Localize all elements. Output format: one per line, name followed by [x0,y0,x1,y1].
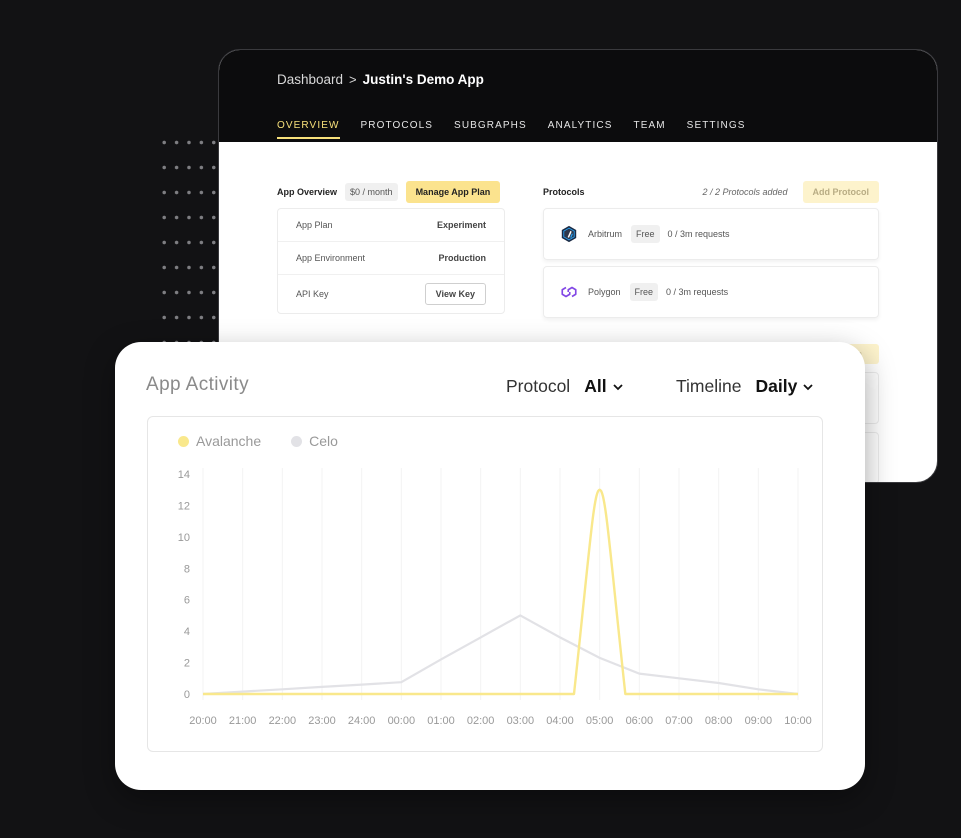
chart-legend: Avalanche Celo [178,433,338,449]
protocol-card[interactable]: Polygon Free 0 / 3m requests [543,266,879,318]
y-tick-label: 0 [184,689,190,701]
legend-swatch [291,435,303,447]
series-line-celo [202,614,799,696]
protocol-value: All [584,376,607,396]
x-tick-label: 07:00 [665,715,693,727]
protocols-header: Protocols 2 / 2 Protocols added Add Prot… [543,181,879,203]
tab-overview[interactable]: OVERVIEW [277,120,340,139]
timeline-filter[interactable]: Timeline Daily [676,376,813,397]
protocol-card[interactable]: Arbitrum Free 0 / 3m requests [543,208,879,260]
overview-panel: App Plan Experiment App Environment Prod… [277,208,505,314]
x-tick-label: 04:00 [546,715,574,727]
y-tick-label: 4 [184,626,190,638]
protocol-name: Arbitrum [588,229,623,239]
tier-badge: Free [631,225,660,243]
x-tick-label: 02:00 [467,715,495,727]
series-line-avalanche [203,488,798,696]
protocol-filter-label: Protocol [506,376,571,396]
request-count: 0 / 3m requests [667,229,730,239]
tab-analytics[interactable]: ANALYTICS [547,120,613,131]
app-activity-card: App Activity Protocol All Timeline Daily… [115,342,865,790]
overview-header: App Overview $0 / month Manage App Plan [277,181,501,203]
breadcrumb-root[interactable]: Dashboard [277,72,344,87]
y-tick-label: 10 [178,532,190,544]
manage-plan-button[interactable]: Manage App Plan [405,181,501,203]
timeline-dropdown[interactable]: Daily [755,376,813,397]
chart-container: Avalanche Celo 0 2 4 6 8 10 12 14 20:00 21:00 22:0… [147,416,823,752]
row-label: App Plan [296,220,333,230]
y-tick-label: 14 [178,469,190,481]
legend-label: Avalanche [196,433,262,449]
x-tick-label: 23:00 [308,715,336,727]
tab-team[interactable]: TEAM [633,120,666,131]
protocol-dropdown[interactable]: All [584,376,623,397]
x-tick-label: 22:00 [269,715,297,727]
overview-title: App Overview [277,187,338,197]
dot-pattern [158,130,220,350]
view-key-button[interactable]: View Key [424,283,486,305]
protocols-title: Protocols [543,187,585,197]
legend-label: Celo [309,433,338,449]
x-tick-label: 09:00 [745,715,773,727]
protocol-name: Polygon [588,287,621,297]
timeline-value: Daily [755,376,798,396]
legend-item-celo[interactable]: Celo [291,433,338,449]
x-tick-label: 21:00 [229,715,257,727]
x-tick-label: 10:00 [784,715,812,727]
tab-bar: OVERVIEW PROTOCOLS SUBGRAPHS ANALYTICS T… [277,120,745,139]
tab-protocols[interactable]: PROTOCOLS [360,120,434,131]
tab-subgraphs[interactable]: SUBGRAPHS [454,120,527,131]
x-tick-label: 06:00 [626,715,654,727]
overview-row: App Environment Production [278,242,504,275]
request-count: 0 / 3m requests [666,287,729,297]
api-key-label: API Key [296,289,329,299]
chevron-down-icon [803,383,813,390]
row-label: App Environment [296,253,366,263]
price-badge: $0 / month [345,183,398,201]
x-tick-label: 20:00 [189,715,217,727]
tab-settings[interactable]: SETTINGS [686,120,746,131]
timeline-filter-label: Timeline [676,376,742,396]
dashboard-header: Dashboard > Justin's Demo App OVERVIEW P… [219,50,937,142]
row-value: Experiment [436,220,486,230]
activity-title: App Activity [146,374,250,395]
x-tick-label: 03:00 [507,715,535,727]
x-tick-label: 05:00 [586,715,614,727]
activity-chart: 0 2 4 6 8 10 12 14 20:00 21:00 22:00 23:00 24:00 00:0… [178,468,812,727]
y-tick-label: 6 [184,595,190,607]
protocols-count: 2 / 2 Protocols added [702,187,788,197]
protocol-filter[interactable]: Protocol All [506,376,623,397]
row-value: Production [438,253,487,263]
chevron-right-icon: > [349,72,357,87]
legend-item-avalanche[interactable]: Avalanche [178,433,261,449]
x-tick-label: 01:00 [427,715,455,727]
y-tick-label: 2 [184,658,190,670]
add-protocol-button[interactable]: Add Protocol [802,181,879,203]
chevron-down-icon [612,383,623,390]
tier-badge: Free [629,283,659,301]
arbitrum-icon [561,225,577,243]
polygon-icon [561,286,577,298]
breadcrumb: Dashboard > Justin's Demo App [277,72,484,87]
breadcrumb-app: Justin's Demo App [362,72,484,87]
y-tick-label: 12 [178,500,190,512]
x-tick-label: 24:00 [348,715,376,727]
x-tick-label: 08:00 [705,715,733,727]
x-tick-label: 00:00 [388,715,416,727]
legend-swatch [178,435,189,447]
overview-row: API Key View Key [278,275,504,313]
overview-row: App Plan Experiment [278,209,504,242]
y-tick-label: 8 [184,563,190,575]
